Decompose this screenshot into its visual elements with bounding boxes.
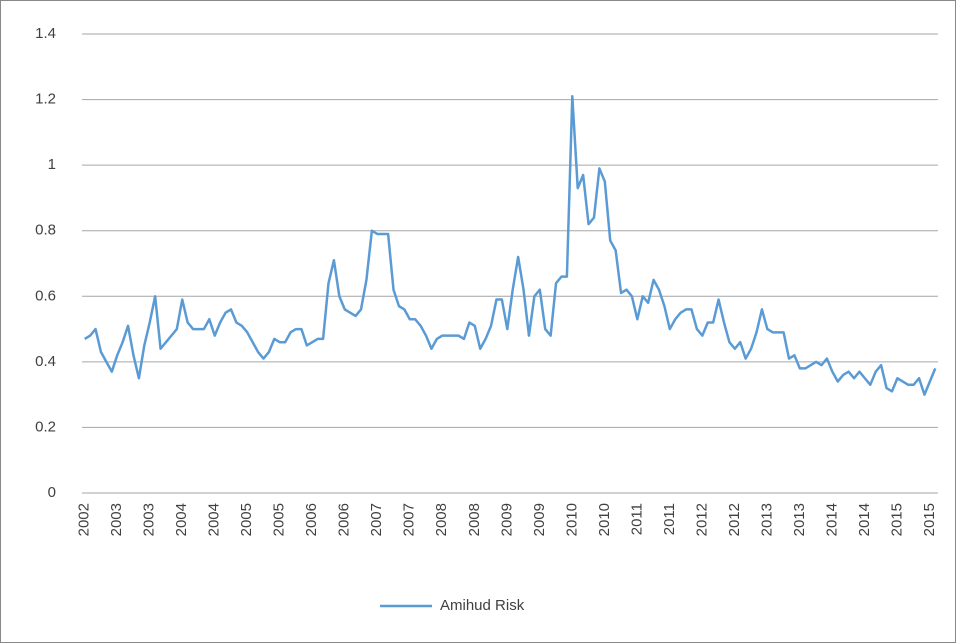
y-tick-label: 1.4	[35, 25, 56, 42]
x-tick-label: 2010	[563, 503, 580, 536]
legend-label: Amihud Risk	[440, 597, 525, 614]
x-tick-label: 2015	[888, 503, 905, 536]
x-tick-label: 2005	[238, 503, 255, 536]
x-tick-label: 2004	[206, 503, 223, 536]
y-tick-label: 1.2	[35, 91, 56, 108]
x-tick-label: 2006	[303, 503, 320, 536]
y-tick-label: 0.2	[35, 418, 56, 435]
x-tick-label: 2009	[531, 503, 548, 536]
x-tick-label: 2013	[791, 503, 808, 536]
y-tick-label: 1	[48, 156, 56, 173]
x-tick-label: 2005	[271, 503, 288, 536]
x-tick-label: 2007	[368, 503, 385, 536]
x-tick-label: 2014	[856, 503, 873, 536]
x-tick-label: 2010	[596, 503, 613, 536]
x-tick-label: 2007	[401, 503, 418, 536]
y-tick-label: 0.4	[35, 353, 56, 370]
x-tick-label: 2012	[726, 503, 743, 536]
x-tick-label: 2011	[628, 503, 645, 535]
x-tick-label: 2013	[758, 503, 775, 536]
x-tick-label: 2003	[141, 503, 158, 536]
x-tick-label: 2008	[466, 503, 483, 536]
y-tick-label: 0	[48, 484, 56, 501]
x-tick-label: 2004	[173, 503, 190, 536]
x-tick-label: 2011	[661, 503, 678, 535]
x-tick-label: 2014	[823, 503, 840, 536]
x-tick-label: 2015	[921, 503, 938, 536]
series-line	[84, 95, 937, 396]
x-tick-label: 2003	[108, 503, 125, 536]
x-tick-label: 2009	[498, 503, 515, 536]
y-tick-label: 0.8	[35, 222, 56, 239]
x-tick-label: 2008	[433, 503, 450, 536]
x-tick-label: 2006	[336, 503, 353, 536]
y-tick-label: 0.6	[35, 287, 56, 304]
x-tick-label: 2012	[693, 503, 710, 536]
x-tick-label: 2002	[76, 503, 93, 536]
